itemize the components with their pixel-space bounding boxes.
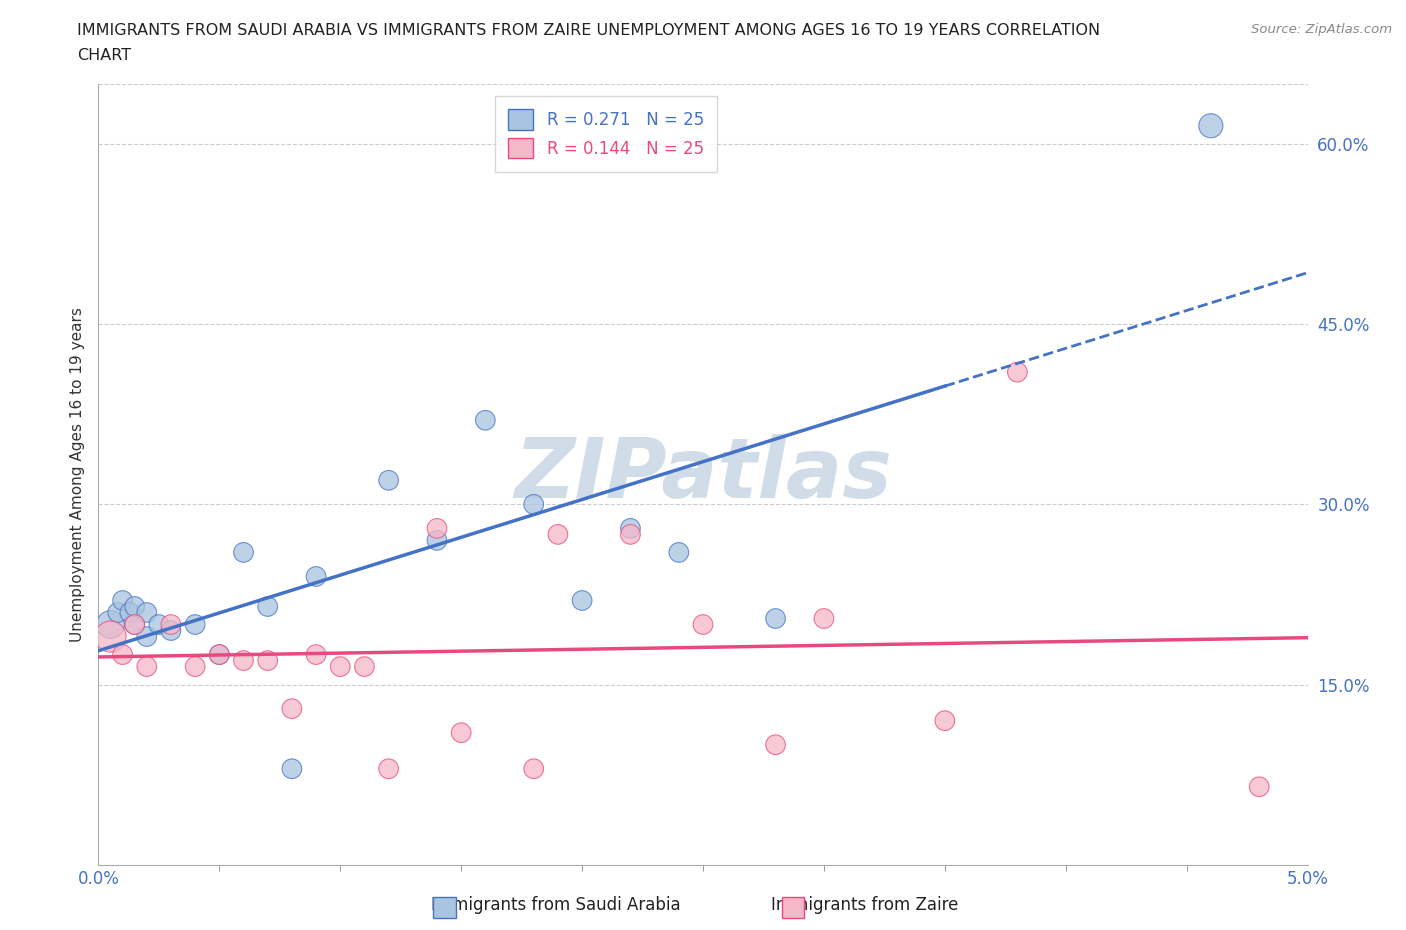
Point (305, 569, 328, 584)
Point (100, 618, 122, 632)
Point (100, 629, 122, 644)
Legend: R = 0.271   N = 25, R = 0.144   N = 25: R = 0.271 N = 25, R = 0.144 N = 25 (495, 96, 717, 172)
Point (256, 599, 278, 614)
Point (305, 647, 328, 662)
Point (765, 611, 787, 626)
Point (135, 629, 157, 644)
Point (377, 762, 399, 777)
Point (619, 521, 641, 536)
Point (571, 593, 593, 608)
Point (160, 618, 183, 632)
Point (523, 497, 546, 512)
Point (668, 545, 690, 560)
Point (1249, 779, 1271, 794)
Point (124, 618, 146, 632)
Text: Source: ZipAtlas.com: Source: ZipAtlas.com (1251, 23, 1392, 36)
Point (208, 647, 231, 662)
Point (232, 545, 254, 560)
Point (107, 605, 129, 620)
Text: CHART: CHART (77, 48, 131, 63)
Y-axis label: Unemployment Among Ages 16 to 19 years: Unemployment Among Ages 16 to 19 years (69, 307, 84, 642)
Point (450, 725, 472, 740)
Point (426, 521, 449, 536)
Point (934, 713, 956, 728)
Point (208, 647, 231, 662)
Point (547, 527, 569, 542)
Point (619, 527, 641, 542)
Point (329, 659, 352, 674)
Text: IMMIGRANTS FROM SAUDI ARABIA VS IMMIGRANTS FROM ZAIRE UNEMPLOYMENT AMONG AGES 16: IMMIGRANTS FROM SAUDI ARABIA VS IMMIGRAN… (77, 23, 1101, 38)
Point (256, 653, 278, 668)
Point (281, 762, 304, 777)
Point (111, 647, 134, 662)
Point (135, 659, 157, 674)
Point (111, 593, 134, 608)
Point (281, 701, 304, 716)
Point (474, 413, 496, 428)
Point (523, 762, 546, 777)
Text: Immigrants from Saudi Arabia: Immigrants from Saudi Arabia (430, 896, 681, 913)
Point (692, 618, 714, 632)
Point (1199, 118, 1222, 133)
Point (1007, 365, 1029, 379)
Text: Immigrants from Zaire: Immigrants from Zaire (770, 896, 959, 913)
Point (232, 653, 254, 668)
Point (184, 618, 207, 632)
Text: ZIPatlas: ZIPatlas (515, 433, 891, 515)
Point (353, 659, 375, 674)
Point (426, 533, 449, 548)
Point (135, 605, 157, 620)
Point (813, 611, 835, 626)
Point (118, 605, 141, 620)
Point (124, 618, 146, 632)
Point (184, 659, 207, 674)
Point (765, 737, 787, 752)
Point (377, 472, 399, 487)
Point (124, 599, 146, 614)
Point (160, 623, 183, 638)
Point (148, 618, 170, 632)
